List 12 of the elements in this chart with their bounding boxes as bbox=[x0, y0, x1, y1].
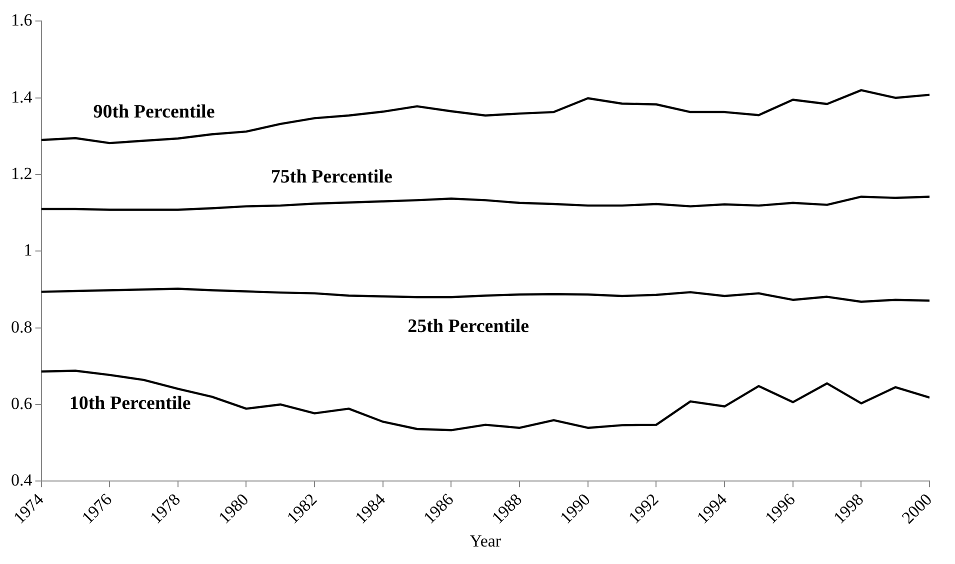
y-tick-label: 0.8 bbox=[11, 317, 32, 336]
series-label: 90th Percentile bbox=[93, 102, 215, 123]
y-tick-label: 0.4 bbox=[11, 470, 33, 490]
y-tick-label: 1.2 bbox=[11, 164, 32, 183]
y-tick-label: 1 bbox=[24, 240, 32, 260]
y-tick-label: 1.6 bbox=[11, 10, 32, 30]
y-tick-label: 1.4 bbox=[11, 87, 33, 106]
series-label: 25th Percentile bbox=[408, 316, 530, 338]
x-axis-title: Year bbox=[470, 531, 502, 550]
y-tick-label: 0.6 bbox=[11, 394, 32, 413]
series-label: 75th Percentile bbox=[270, 166, 392, 188]
series-label: 10th Percentile bbox=[69, 392, 191, 414]
